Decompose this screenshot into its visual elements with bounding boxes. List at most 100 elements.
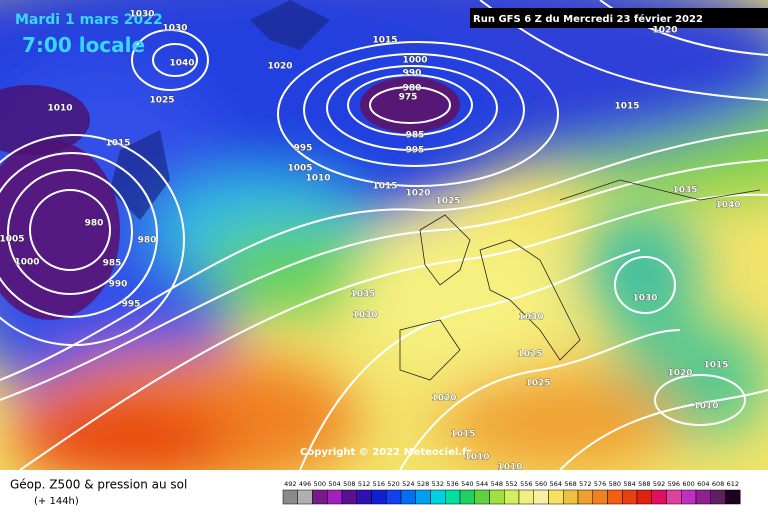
isobar-label: 1030 bbox=[129, 10, 154, 20]
color-scale: 492 496 500 504 508 512 516 520 524 528 532 536 540 5… bbox=[282, 480, 741, 505]
isobar-label: 1015 bbox=[372, 182, 397, 192]
isobar-label: 1015 bbox=[372, 36, 397, 46]
scale-label: 556 bbox=[520, 480, 532, 488]
scale-label: 568 bbox=[564, 480, 576, 488]
scale-cell bbox=[607, 489, 623, 505]
scale-label: 576 bbox=[594, 480, 606, 488]
isobar-label: 975 bbox=[399, 93, 418, 103]
scale-label: 512 bbox=[358, 480, 370, 488]
run-info: Run GFS 6 Z du Mercredi 23 février 2022 bbox=[473, 13, 703, 25]
isobar-label: 995 bbox=[294, 144, 313, 154]
scale-cell bbox=[386, 489, 402, 505]
scale-label: 580 bbox=[609, 480, 621, 488]
run-box bbox=[470, 8, 768, 28]
scale-label: 608 bbox=[712, 480, 724, 488]
isobar-label: 1015 bbox=[614, 102, 639, 112]
isobar-labels: 1030103010401025102010151000990980975985… bbox=[0, 9, 741, 473]
isobar-label: 1010 bbox=[464, 453, 489, 463]
isobar-label: 1035 bbox=[350, 290, 375, 300]
copyright: Copyright © 2022 Meteociel.fr bbox=[300, 447, 471, 458]
scale-cell bbox=[563, 489, 579, 505]
scale-cell bbox=[651, 489, 667, 505]
isobar-label: 1030 bbox=[352, 311, 377, 321]
isobar-label: 1025 bbox=[435, 197, 460, 207]
isobar-label: 1015 bbox=[105, 139, 130, 149]
scale-label: 564 bbox=[550, 480, 562, 488]
isobar-label: 1010 bbox=[497, 463, 522, 473]
isobar-label: 1030 bbox=[162, 24, 187, 34]
local-time: 7:00 locale bbox=[22, 33, 145, 57]
scale-cell bbox=[592, 489, 608, 505]
scale-cell bbox=[445, 489, 461, 505]
isobar-label: 1025 bbox=[525, 379, 550, 389]
scale-cell bbox=[725, 489, 741, 505]
valid-date: Mardi 1 mars 2022 bbox=[15, 12, 163, 28]
isobar-label: 1035 bbox=[672, 186, 697, 196]
scale-cell bbox=[681, 489, 697, 505]
isobar-label: 1015 bbox=[703, 361, 728, 371]
scale-label: 528 bbox=[417, 480, 429, 488]
isobar-label: 1040 bbox=[169, 59, 194, 69]
scale-cell bbox=[504, 489, 520, 505]
scale-cell bbox=[533, 489, 549, 505]
isobar-label: 980 bbox=[85, 219, 104, 229]
scale-label: 544 bbox=[476, 480, 488, 488]
scale-cell bbox=[341, 489, 357, 505]
isobar-label: 980 bbox=[138, 236, 157, 246]
scale-label: 596 bbox=[668, 480, 680, 488]
isobar-label: 1020 bbox=[667, 369, 692, 379]
isobar-label: 980 bbox=[403, 84, 422, 94]
scale-cell bbox=[400, 489, 416, 505]
scale-cell bbox=[666, 489, 682, 505]
isobar-label: 985 bbox=[103, 259, 122, 269]
scale-cell bbox=[459, 489, 475, 505]
isobar-label: 1030 bbox=[632, 294, 657, 304]
scale-cell bbox=[430, 489, 446, 505]
scale-cell bbox=[548, 489, 564, 505]
isobar-label: 1020 bbox=[405, 189, 430, 199]
footer-title: Géop. Z500 & pression au sol bbox=[10, 478, 187, 492]
scale-label: 532 bbox=[432, 480, 444, 488]
scale-label: 508 bbox=[343, 480, 355, 488]
scale-cell bbox=[622, 489, 638, 505]
scale-cell bbox=[695, 489, 711, 505]
scale-label: 552 bbox=[505, 480, 517, 488]
scale-label: 540 bbox=[461, 480, 473, 488]
scale-cell bbox=[297, 489, 313, 505]
scale-label: 612 bbox=[727, 480, 739, 488]
isobar-label: 1000 bbox=[402, 56, 427, 66]
scale-label: 592 bbox=[653, 480, 665, 488]
scale-cell bbox=[312, 489, 328, 505]
isobar-label: 1000 bbox=[14, 258, 39, 268]
scale-cell bbox=[371, 489, 387, 505]
isobar-label: 995 bbox=[122, 300, 141, 310]
isobar-label: 1020 bbox=[267, 62, 292, 72]
scale-cell bbox=[636, 489, 652, 505]
scale-label: 492 bbox=[284, 480, 296, 488]
scale-label: 516 bbox=[373, 480, 385, 488]
isobar-label: 1025 bbox=[517, 350, 542, 360]
scale-label: 604 bbox=[697, 480, 709, 488]
isobar-label: 985 bbox=[406, 131, 425, 141]
scale-cell bbox=[577, 489, 593, 505]
footer-lead: (+ 144h) bbox=[34, 496, 79, 507]
scale-label: 600 bbox=[682, 480, 694, 488]
scale-cell bbox=[415, 489, 431, 505]
scale-label: 536 bbox=[446, 480, 458, 488]
isobar-label: 1010 bbox=[305, 174, 330, 184]
scale-label: 548 bbox=[491, 480, 503, 488]
scale-label: 572 bbox=[579, 480, 591, 488]
isobar-label: 1025 bbox=[149, 96, 174, 106]
isobar-label: 1015 bbox=[450, 430, 475, 440]
isobar-label: 1005 bbox=[287, 164, 312, 174]
isobar-label: 1010 bbox=[693, 402, 718, 412]
isobar-label: 1030 bbox=[518, 313, 543, 323]
isobar-label: 1010 bbox=[47, 104, 72, 114]
scale-label: 560 bbox=[535, 480, 547, 488]
scale-label: 504 bbox=[328, 480, 340, 488]
scale-cell bbox=[282, 489, 298, 505]
isobar-label: 1020 bbox=[652, 26, 677, 36]
isobar-label: 1040 bbox=[715, 201, 740, 211]
isobar-label: 1020 bbox=[431, 394, 456, 404]
